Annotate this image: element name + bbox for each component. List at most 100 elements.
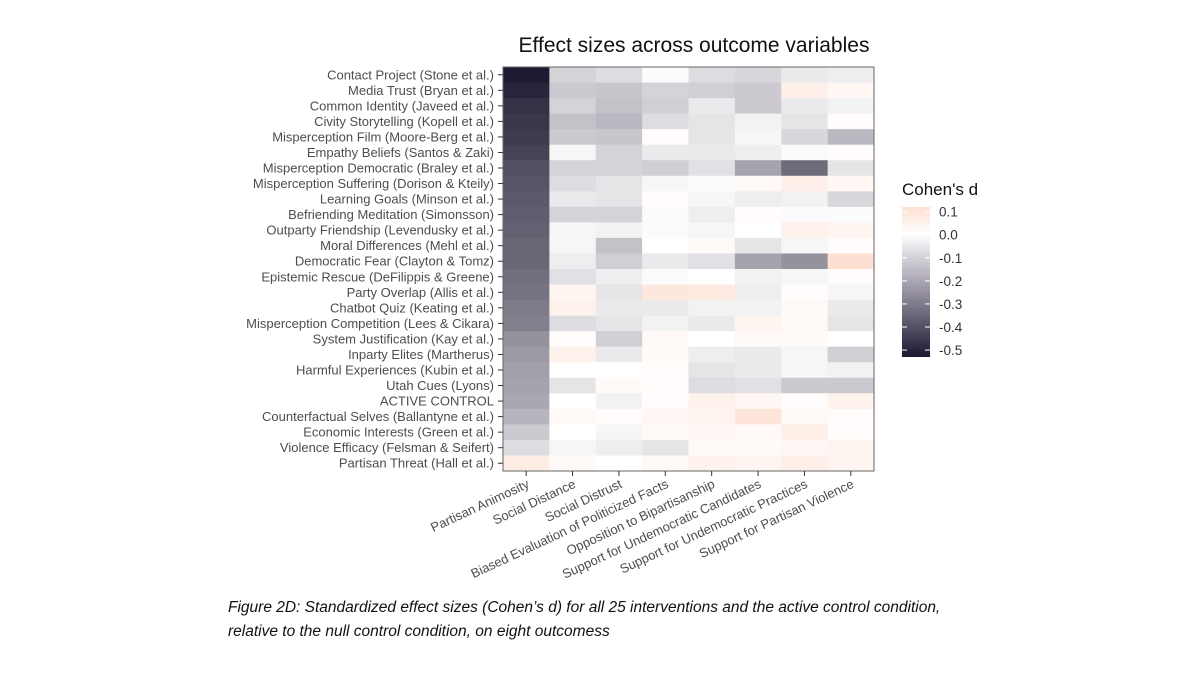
heatmap-cell — [595, 424, 643, 441]
heatmap-cell — [642, 439, 689, 456]
heatmap-cell — [642, 269, 689, 285]
heatmap-cell — [642, 222, 689, 239]
heatmap-cell — [688, 346, 736, 363]
heatmap-cell — [595, 191, 643, 208]
heatmap-cell — [688, 175, 736, 192]
heatmap-cell — [549, 315, 597, 332]
heatmap-cell — [734, 98, 782, 115]
heatmap-cell — [595, 362, 643, 379]
heatmap-cell — [734, 393, 782, 410]
heatmap-cell — [688, 160, 736, 177]
heatmap-cell — [595, 129, 643, 146]
heatmap-cell — [734, 300, 782, 317]
heatmap-cell — [734, 455, 782, 472]
heatmap-cell — [549, 98, 597, 115]
heatmap-cell — [827, 315, 875, 332]
heatmap-cell — [503, 377, 550, 394]
heatmap-cell — [827, 253, 875, 270]
heatmap-cell — [595, 237, 643, 254]
row-label: Utah Cues (Lyons) — [386, 378, 494, 393]
row-label: Misperception Film (Moore-Berg et al.) — [272, 129, 494, 144]
heatmap-cell — [688, 67, 736, 83]
heatmap-cell — [642, 424, 689, 441]
row-label: Misperception Suffering (Dorison & Kteil… — [253, 176, 494, 191]
heatmap-cell — [642, 160, 689, 177]
heatmap-cell — [688, 129, 736, 146]
heatmap-cell — [688, 269, 736, 285]
heatmap-cell — [781, 206, 829, 223]
heatmap-cell — [642, 362, 689, 379]
heatmap-cell — [781, 98, 829, 115]
heatmap-cell — [734, 315, 782, 332]
heatmap-cell — [827, 206, 875, 223]
legend-tick-label: -0.5 — [939, 343, 962, 358]
heatmap-cell — [827, 222, 875, 239]
heatmap-cell — [595, 393, 643, 410]
legend-tick-label: -0.3 — [939, 297, 962, 312]
heatmap-cell — [595, 206, 643, 223]
heatmap-cell — [503, 455, 550, 472]
color-legend: Cohen's d 0.1 0.0 -0.1 -0.2 -0.3 -0.4 -0.5 — [902, 180, 978, 358]
row-labels: Contact Project (Stone et al.)Media Trus… — [246, 67, 503, 471]
heatmap-cell — [781, 129, 829, 146]
heatmap-cell — [595, 82, 643, 99]
heatmap-cell — [734, 237, 782, 254]
legend-colorbar — [902, 207, 930, 357]
row-label: Counterfactual Selves (Ballantyne et al.… — [262, 409, 494, 424]
heatmap-cell — [734, 82, 782, 99]
legend-tick-label: 0.0 — [939, 228, 958, 243]
heatmap-cell — [827, 67, 875, 83]
heatmap-cell — [781, 175, 829, 192]
heatmap-cell — [503, 393, 550, 410]
heatmap-cell — [503, 113, 550, 130]
heatmap-cell — [503, 424, 550, 441]
row-label: Party Overlap (Allis et al.) — [347, 285, 494, 300]
heatmap-cell — [642, 284, 689, 301]
heatmap-cell — [595, 300, 643, 317]
heatmap-cell — [688, 98, 736, 115]
heatmap-cell — [595, 315, 643, 332]
heatmap-cell — [734, 175, 782, 192]
heatmap-cell — [642, 113, 689, 130]
row-label: Empathy Beliefs (Santos & Zaki) — [307, 145, 494, 160]
heatmap-cell — [595, 269, 643, 285]
heatmap-cell — [549, 269, 597, 285]
legend-tick-label: 0.1 — [939, 205, 958, 220]
heatmap-cell — [688, 237, 736, 254]
heatmap-cell — [503, 408, 550, 425]
heatmap-cells — [503, 67, 875, 472]
heatmap-cell — [734, 160, 782, 177]
row-label: Misperception Competition (Lees & Cikara… — [246, 316, 494, 331]
heatmap-cell — [688, 424, 736, 441]
heatmap-cell — [688, 439, 736, 456]
heatmap-cell — [734, 222, 782, 239]
heatmap-cell — [781, 424, 829, 441]
legend-title: Cohen's d — [902, 180, 978, 199]
heatmap-cell — [503, 98, 550, 115]
heatmap-cell — [549, 393, 597, 410]
heatmap-cell — [688, 362, 736, 379]
heatmap-cell — [688, 144, 736, 161]
heatmap-cell — [688, 253, 736, 270]
heatmap-cell — [781, 284, 829, 301]
heatmap-cell — [549, 377, 597, 394]
row-label: System Justification (Kay et al.) — [313, 331, 494, 346]
heatmap-cell — [549, 175, 597, 192]
heatmap-cell — [549, 113, 597, 130]
heatmap-cell — [642, 67, 689, 83]
heatmap-cell — [734, 346, 782, 363]
heatmap-cell — [549, 144, 597, 161]
heatmap-cell — [688, 284, 736, 301]
heatmap-cell — [642, 408, 689, 425]
heatmap-cell — [827, 408, 875, 425]
heatmap-cell — [595, 346, 643, 363]
heatmap-cell — [781, 331, 829, 348]
heatmap-cell — [781, 82, 829, 99]
heatmap-cell — [827, 346, 875, 363]
heatmap-cell — [595, 253, 643, 270]
heatmap-cell — [595, 455, 643, 472]
heatmap-cell — [734, 424, 782, 441]
heatmap-cell — [781, 439, 829, 456]
heatmap-cell — [827, 98, 875, 115]
heatmap-cell — [734, 362, 782, 379]
